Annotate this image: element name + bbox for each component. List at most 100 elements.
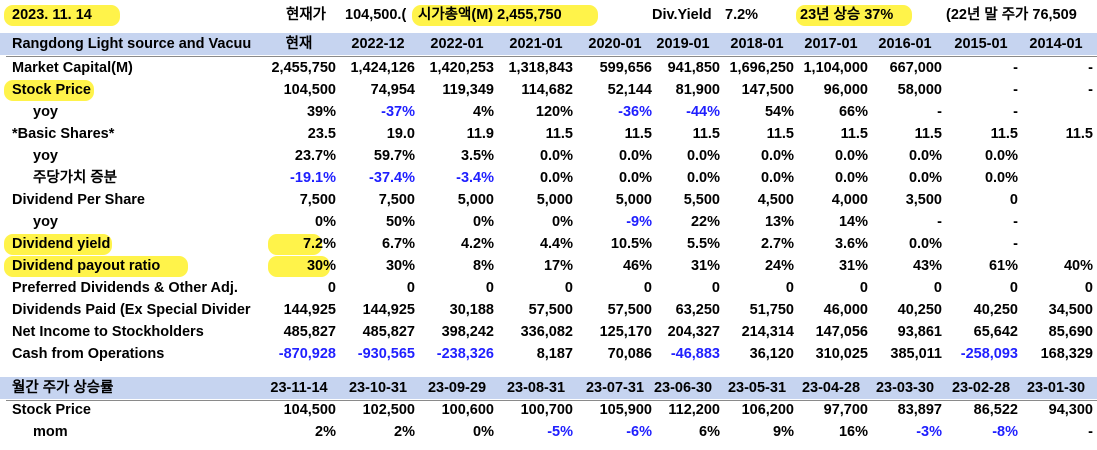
table-cell: 0.0% — [760, 148, 794, 164]
price-value: 104,500.( — [345, 7, 407, 23]
table-cell: 1,104,000 — [803, 60, 868, 76]
table-cell: 30% — [306, 258, 336, 274]
table-cell: 385,011 — [890, 346, 942, 362]
table-cell: 5,500 — [683, 192, 720, 208]
table-cell: 46,000 — [823, 302, 868, 318]
col-header: 23-04-28 — [801, 380, 861, 396]
table-cell: 66% — [838, 104, 868, 120]
table-cell: 0.0% — [984, 148, 1018, 164]
table-cell: 0 — [564, 280, 573, 296]
table-cell: -9% — [626, 214, 652, 230]
table-cell: -258,093 — [960, 346, 1018, 362]
stock-price-highlight — [4, 80, 94, 101]
table-cell: - — [1013, 214, 1018, 230]
table-cell: 2% — [394, 424, 415, 440]
table-cell: 46% — [622, 258, 652, 274]
table-cell: -37.4% — [369, 170, 415, 186]
market-cap-summary: 시가총액(M) 2,455,750 — [418, 7, 562, 23]
table-cell: 6.7% — [381, 236, 415, 252]
table-cell: 144,925 — [283, 302, 336, 318]
col-header: 2022-12 — [351, 36, 405, 52]
table-cell: 4,500 — [757, 192, 794, 208]
table-cell: 11.5 — [766, 126, 794, 142]
table-cell: 120% — [535, 104, 573, 120]
table-cell: 0 — [859, 280, 868, 296]
table-cell: 23.5 — [307, 126, 336, 142]
table-cell: 7,500 — [378, 192, 415, 208]
row-label-yoy: yoy — [33, 214, 58, 230]
div-yield-value-highlight — [268, 234, 322, 255]
col-header: 2017-01 — [804, 36, 858, 52]
table-cell: - — [937, 214, 942, 230]
table-cell: 5,000 — [615, 192, 652, 208]
table-cell: - — [937, 104, 942, 120]
div-yield-label: Div.Yield — [652, 7, 712, 23]
table-cell: 168,329 — [1040, 346, 1093, 362]
col-header: 2018-01 — [730, 36, 784, 52]
table-cell: - — [1088, 424, 1093, 440]
table-row: *Basic Shares* 23.5 19.0 11.9 11.5 11.5 11.5 11… — [0, 123, 1097, 145]
table-cell: 30,188 — [449, 302, 494, 318]
table-cell: - — [1088, 82, 1093, 98]
table-cell: 11.5 — [1065, 126, 1093, 142]
table-cell: 0.0% — [908, 148, 942, 164]
table-cell: 0.0% — [539, 148, 573, 164]
table-cell: 36,120 — [749, 346, 794, 362]
table-cell: 19.0 — [386, 126, 415, 142]
row-label-dividend-yield: Dividend yield — [12, 236, 111, 252]
table-cell: -6% — [626, 424, 652, 440]
row-label-yoy: yoy — [33, 104, 58, 120]
table-cell: 0% — [315, 214, 336, 230]
table-row: Dividend Per Share 7,500 7,500 5,000 5,000 5,… — [0, 189, 1097, 211]
rise-highlight — [796, 5, 912, 26]
table-cell: 0.0% — [618, 148, 652, 164]
div-yield-value: 7.2% — [725, 7, 759, 23]
row-label-mom: mom — [33, 424, 68, 440]
table-cell: 23.7% — [294, 148, 336, 164]
col-header: 23-07-31 — [585, 380, 645, 396]
table-cell: -8% — [992, 424, 1018, 440]
table-cell: 14% — [838, 214, 868, 230]
table-cell: 112,200 — [668, 402, 720, 418]
table-cell: 4.2% — [460, 236, 494, 252]
mcap-highlight — [412, 5, 598, 26]
table-cell: 86,522 — [973, 402, 1018, 418]
table-cell: 74,954 — [370, 82, 415, 98]
table-cell: 40,250 — [897, 302, 942, 318]
payout-label-highlight — [4, 256, 188, 277]
table-cell: 11.5 — [990, 126, 1018, 142]
table-cell: 50% — [385, 214, 415, 230]
table-cell: 0.0% — [686, 148, 720, 164]
table-cell: -870,928 — [278, 346, 336, 362]
table-cell: 70,086 — [607, 346, 652, 362]
col-header: 23-08-31 — [506, 380, 566, 396]
row-label-preferred-dividends-other-adj: Preferred Dividends & Other Adj. — [12, 280, 238, 296]
table2-header: 월간 주가 상승률 23-11-14 23-10-31 23-09-29 23-… — [0, 377, 1097, 399]
table-cell: -44% — [686, 104, 720, 120]
report-date: 2023. 11. 14 — [12, 7, 92, 23]
table-cell: 8,187 — [536, 346, 573, 362]
table-cell: 11.9 — [466, 126, 494, 142]
table-cell: 398,242 — [441, 324, 494, 340]
table-cell: 57,500 — [528, 302, 573, 318]
table-cell: 104,500 — [283, 402, 336, 418]
table-cell: 16% — [838, 424, 868, 440]
table-cell: -3.4% — [456, 170, 494, 186]
table-cell: 61% — [988, 258, 1018, 274]
table-cell: 119,349 — [442, 82, 494, 98]
table-cell: 4% — [473, 104, 494, 120]
col-header: 2014-01 — [1029, 36, 1083, 52]
table-cell: 1,696,250 — [729, 60, 794, 76]
table-cell: 204,327 — [667, 324, 720, 340]
table-cell: 94,300 — [1048, 402, 1093, 418]
header-divider — [6, 400, 1097, 401]
table-cell: 93,861 — [897, 324, 942, 340]
table-cell: 11.5 — [692, 126, 720, 142]
table-row: mom 2% 2% 0% -5% -6% 6% 9% 16% -3% -8% - — [0, 421, 1097, 443]
table-cell: 43% — [912, 258, 942, 274]
price-label: 현재가 — [286, 7, 327, 23]
col-header: 23-01-30 — [1026, 380, 1086, 396]
table-cell: 4.4% — [539, 236, 573, 252]
row-label-stock-price: Stock Price — [12, 82, 91, 98]
table-cell: 0 — [933, 280, 942, 296]
